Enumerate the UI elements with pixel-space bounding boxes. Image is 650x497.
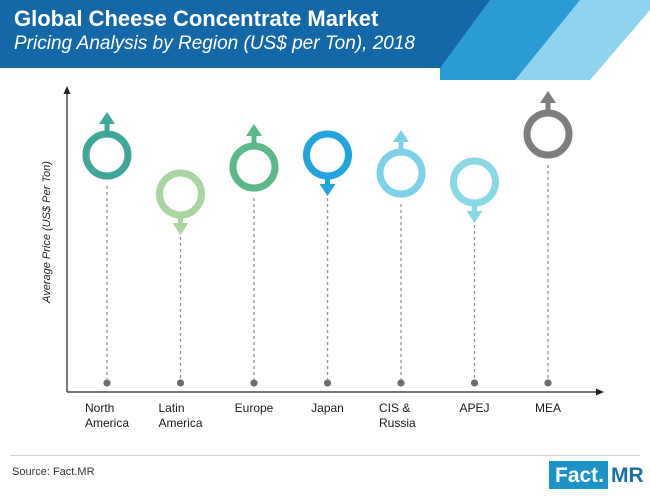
marker-cis-russia: CIS & Russia bbox=[376, 130, 426, 430]
header-banner: Global Cheese Concentrate Market Pricing… bbox=[0, 0, 650, 80]
trend-up-arrow-europe bbox=[246, 124, 262, 136]
x-tick-label-japan: Japan bbox=[311, 401, 344, 415]
data-point-cis-russia bbox=[376, 148, 426, 198]
marker-latin-america: Latin America bbox=[156, 169, 205, 430]
base-dot-japan bbox=[323, 379, 332, 387]
x-tick-label-north-america: North America bbox=[85, 401, 129, 430]
x-tick-label-apej: APEJ bbox=[459, 401, 489, 415]
marker-mea: MEA bbox=[523, 91, 573, 415]
marker-japan: Japan bbox=[303, 130, 352, 415]
header-stripe-dark bbox=[0, 0, 490, 68]
logo-mr: MR bbox=[608, 461, 646, 489]
marker-apej: APEJ bbox=[450, 157, 499, 415]
trend-up-arrow-north-america bbox=[99, 112, 115, 124]
x-tick-line-north-america-0: North bbox=[85, 401, 114, 415]
base-dot-mea bbox=[544, 379, 552, 387]
data-point-north-america bbox=[82, 130, 132, 180]
x-tick-line-latin-america-0: Latin bbox=[159, 401, 185, 415]
y-axis-label: Average Price (US$ Per Ton) bbox=[41, 161, 53, 304]
logo-fact: Fact. bbox=[549, 461, 609, 489]
base-dot-europe bbox=[250, 379, 258, 387]
chart-subtitle: Pricing Analysis by Region (US$ per Ton)… bbox=[14, 33, 415, 54]
x-tick-line-cis-russia-0: CIS & bbox=[379, 401, 410, 415]
base-dot-cis-russia bbox=[397, 379, 405, 387]
data-point-apej bbox=[450, 157, 499, 207]
source-note: Source: Fact.MR bbox=[12, 466, 95, 478]
trend-down-arrow-latin-america bbox=[172, 223, 189, 235]
chart-area: Average Price (US$ Per Ton) North America… bbox=[41, 86, 604, 430]
x-tick-line-japan-0: Japan bbox=[311, 401, 344, 415]
data-point-europe bbox=[229, 142, 279, 192]
base-dot-north-america bbox=[103, 379, 111, 387]
data-point-latin-america bbox=[156, 169, 205, 219]
trend-down-arrow-japan bbox=[319, 184, 336, 196]
base-dot-latin-america bbox=[176, 379, 185, 387]
data-point-mea bbox=[523, 109, 573, 159]
x-tick-label-latin-america: Latin America bbox=[159, 401, 203, 430]
header-background bbox=[0, 0, 650, 80]
footer-divider bbox=[10, 455, 640, 456]
x-tick-label-europe: Europe bbox=[235, 401, 274, 415]
x-tick-line-europe-0: Europe bbox=[235, 401, 274, 415]
chart-title: Global Cheese Concentrate Market bbox=[14, 6, 379, 31]
marker-europe: Europe bbox=[229, 124, 279, 415]
x-tick-line-latin-america-1: America bbox=[159, 416, 203, 430]
x-tick-label-mea: MEA bbox=[535, 401, 561, 415]
x-axis-arrow bbox=[596, 388, 604, 396]
marker-north-america: North America bbox=[82, 112, 132, 430]
x-tick-label-cis-russia: CIS & Russia bbox=[379, 401, 416, 430]
x-tick-line-apej-0: APEJ bbox=[459, 401, 489, 415]
data-point-japan bbox=[303, 130, 352, 180]
x-tick-line-north-america-1: America bbox=[85, 416, 129, 430]
trend-up-arrow-mea bbox=[540, 91, 556, 103]
base-dot-apej bbox=[470, 379, 479, 387]
x-tick-line-mea-0: MEA bbox=[535, 401, 561, 415]
y-axis-arrow bbox=[63, 86, 71, 94]
x-tick-line-cis-russia-1: Russia bbox=[379, 416, 416, 430]
chart-axes: Average Price (US$ Per Ton) bbox=[41, 86, 604, 396]
trend-down-arrow-apej bbox=[466, 211, 483, 223]
factmr-logo: Fact. MR bbox=[549, 461, 646, 489]
trend-up-arrow-cis-russia bbox=[393, 130, 409, 142]
